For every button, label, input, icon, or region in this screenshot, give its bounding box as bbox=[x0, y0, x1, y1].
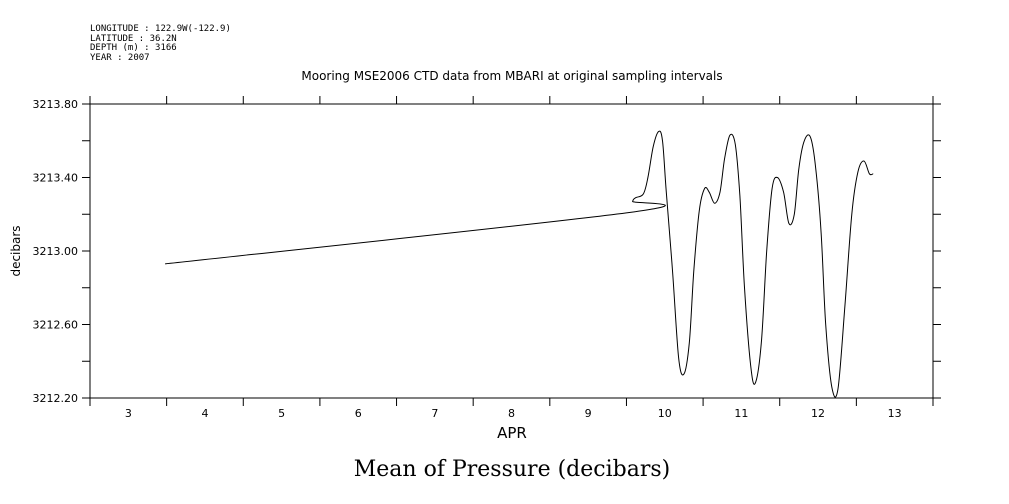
x-tick-label: 5 bbox=[278, 407, 285, 420]
y-tick-label: 3213.00 bbox=[33, 245, 79, 258]
x-tick-label: 12 bbox=[811, 407, 825, 420]
header-depth: DEPTH (m) : 3166 bbox=[90, 43, 177, 53]
x-tick-label: 4 bbox=[201, 407, 208, 420]
chart-title: Mooring MSE2006 CTD data from MBARI at o… bbox=[301, 69, 722, 83]
header-latitude: LATITUDE : 36.2N bbox=[90, 34, 177, 44]
y-axis-ticks bbox=[82, 103, 941, 399]
x-axis-ticks bbox=[89, 96, 934, 406]
y-tick-label: 3213.80 bbox=[33, 98, 79, 111]
plot-frame bbox=[89, 103, 934, 399]
y-axis-label: decibars bbox=[9, 225, 23, 276]
x-tick-label: 10 bbox=[658, 407, 672, 420]
x-tick-label: 11 bbox=[734, 407, 748, 420]
x-axis-label: APR bbox=[497, 424, 527, 442]
y-axis-tick-labels: 3212.20 3212.60 3213.00 3213.40 3213.80 bbox=[33, 98, 79, 405]
header-year: YEAR : 2007 bbox=[90, 53, 150, 63]
x-tick-label: 9 bbox=[585, 407, 592, 420]
x-axis-tick-labels: 3 4 5 6 7 8 9 10 11 12 13 bbox=[125, 407, 902, 420]
series-line-pressure bbox=[165, 130, 874, 398]
y-tick-label: 3212.20 bbox=[33, 392, 79, 405]
plot-caption: Mean of Pressure (decibars) bbox=[354, 457, 670, 482]
x-tick-label: 8 bbox=[508, 407, 515, 420]
y-tick-label: 3213.40 bbox=[33, 172, 79, 185]
y-tick-label: 3212.60 bbox=[33, 319, 79, 332]
header-longitude: LONGITUDE : 122.9W(-122.9) bbox=[90, 24, 231, 34]
x-tick-label: 7 bbox=[431, 407, 438, 420]
x-tick-label: 13 bbox=[888, 407, 902, 420]
x-tick-label: 6 bbox=[355, 407, 362, 420]
x-tick-label: 3 bbox=[125, 407, 132, 420]
